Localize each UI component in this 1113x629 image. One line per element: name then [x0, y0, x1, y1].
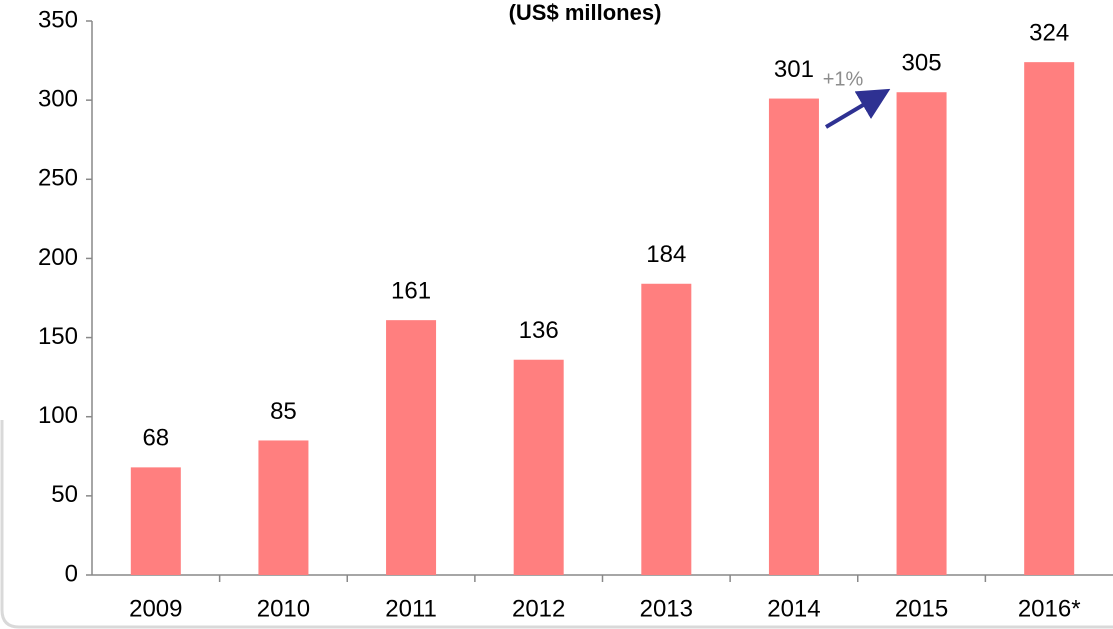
y-tick-label: 0: [65, 560, 78, 587]
x-tick-label: 2016*: [1018, 595, 1081, 622]
x-tick-label: 2010: [257, 595, 310, 622]
x-tick-label: 2009: [129, 595, 182, 622]
annotation: +1%: [823, 68, 864, 90]
x-tick-label: 2015: [895, 595, 948, 622]
value-label: 68: [142, 425, 169, 452]
bar: [768, 98, 819, 575]
y-tick-label: 100: [38, 402, 78, 429]
value-label: 136: [519, 317, 559, 344]
value-label: 305: [902, 50, 942, 77]
value-label: 85: [270, 398, 297, 425]
chart-title: (US$ millones): [509, 0, 662, 25]
x-tick-label: 2013: [640, 595, 693, 622]
bar: [896, 92, 947, 575]
value-label: 161: [391, 278, 431, 305]
x-tick-label: 2011: [385, 595, 437, 622]
y-tick-label: 300: [38, 85, 78, 112]
y-tick-label: 50: [51, 481, 78, 508]
value-label: 301: [774, 56, 814, 83]
bar: [258, 440, 309, 575]
bar: [130, 467, 181, 575]
frame: [0, 420, 1113, 629]
value-label: 324: [1029, 19, 1069, 46]
growth-arrow: [824, 88, 891, 129]
y-tick-label: 150: [38, 323, 78, 350]
bar: [386, 320, 437, 575]
y-tick-label: 250: [38, 165, 78, 192]
y-tick-label: 350: [38, 6, 78, 33]
x-tick-label: 2014: [767, 595, 820, 622]
bar: [1024, 62, 1075, 575]
y-tick-label: 200: [38, 244, 78, 271]
bar: [641, 283, 692, 575]
x-tick-label: 2012: [512, 595, 565, 622]
bar: [513, 359, 564, 575]
value-label: 184: [646, 241, 686, 268]
